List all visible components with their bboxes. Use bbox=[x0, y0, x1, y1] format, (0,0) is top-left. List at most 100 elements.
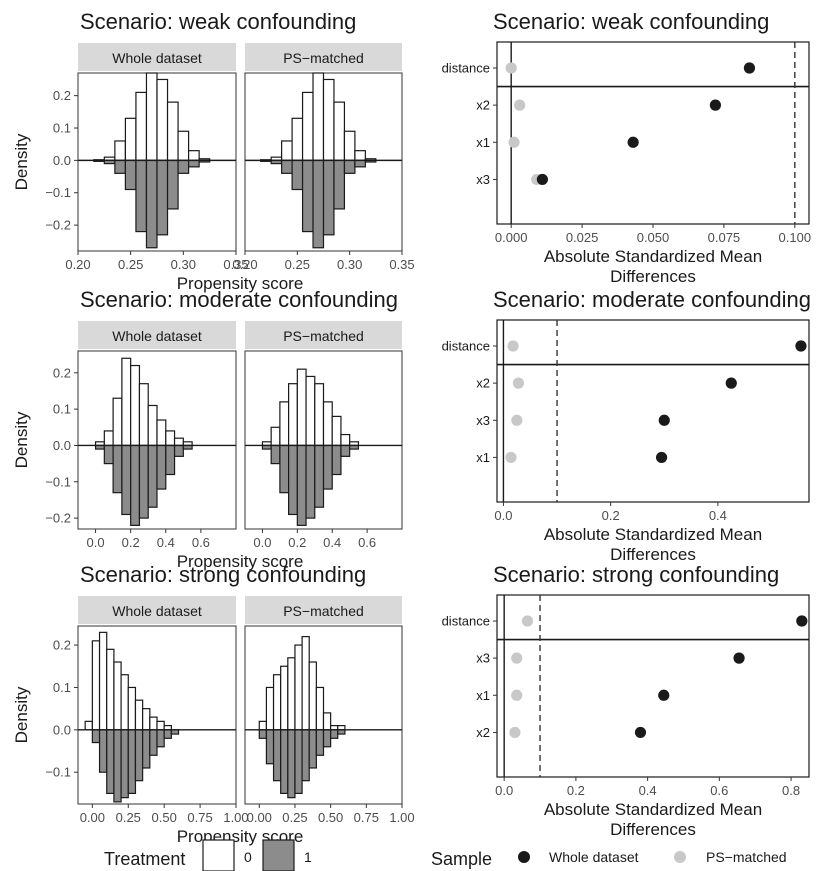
bar-treatment-1 bbox=[305, 444, 316, 519]
bar-treatment-1 bbox=[279, 444, 290, 494]
bar-treatment-0 bbox=[98, 631, 108, 731]
bar-treatment-1 bbox=[138, 444, 149, 519]
chart-5: Scenario: strong confounding Whole datase… bbox=[12, 562, 415, 846]
bar-treatment-1 bbox=[340, 444, 351, 457]
bar-treatment-0 bbox=[270, 426, 281, 447]
chart-6: Scenario: strong confounding distance x3 x1… bbox=[442, 562, 810, 839]
bar-treatment-0 bbox=[156, 720, 165, 731]
bar-treatment-1 bbox=[91, 729, 101, 744]
point-whole-dataset bbox=[655, 451, 668, 464]
x-tick-label: 0.20 bbox=[65, 257, 90, 272]
bar-treatment-1 bbox=[270, 444, 281, 465]
bar-treatment-0 bbox=[84, 720, 93, 731]
bar-treatment-0 bbox=[106, 648, 115, 731]
y-tick-label: distance bbox=[442, 614, 490, 629]
bar-treatment-0 bbox=[114, 140, 127, 161]
bar-treatment-0 bbox=[188, 150, 200, 161]
facet-strip bbox=[245, 43, 402, 71]
bar-treatment-1 bbox=[308, 729, 317, 769]
bar-treatment-1 bbox=[135, 159, 148, 233]
y-tick-label: −0.1 bbox=[45, 474, 71, 489]
y-tick-label: 0.1 bbox=[53, 402, 71, 417]
x-tick-label: 0.4 bbox=[157, 535, 175, 550]
treatment-0-swatch bbox=[202, 839, 235, 871]
bar-treatment-0 bbox=[301, 91, 314, 161]
x-tick-label: 0.6 bbox=[710, 783, 728, 798]
y-tick-label: 0.2 bbox=[53, 88, 71, 103]
bar-treatment-1 bbox=[291, 159, 304, 191]
bar-treatment-0 bbox=[173, 437, 184, 447]
y-tick-label: 0.2 bbox=[53, 365, 71, 380]
x-tick-label: 0.75 bbox=[354, 810, 379, 825]
bar-treatment-0 bbox=[354, 150, 366, 161]
bar-treatment-1 bbox=[130, 444, 141, 526]
bar-treatment-0 bbox=[138, 383, 149, 447]
bar-treatment-1 bbox=[145, 159, 158, 249]
bar-treatment-0 bbox=[258, 720, 268, 731]
x-axis-label: Absolute Standardized Mean bbox=[544, 247, 762, 266]
x-tick-label: 0.25 bbox=[118, 257, 143, 272]
bar-treatment-0 bbox=[322, 712, 332, 731]
y-axis-label: Density bbox=[12, 411, 31, 468]
bar-treatment-0 bbox=[272, 674, 282, 731]
point-whole-dataset bbox=[634, 726, 647, 739]
bar-treatment-1 bbox=[134, 729, 144, 782]
bar-treatment-0 bbox=[112, 397, 123, 447]
point-whole-dataset bbox=[795, 340, 807, 352]
whole-dataset-key bbox=[518, 851, 530, 863]
x-tick-label: 0.00 bbox=[247, 810, 272, 825]
facet-label: Whole dataset bbox=[112, 328, 202, 344]
y-tick-label: −0.2 bbox=[45, 218, 71, 233]
x-tick-label: 0.2 bbox=[288, 535, 306, 550]
point-ps-matched bbox=[521, 615, 534, 627]
x-tick-label: 0.050 bbox=[637, 230, 670, 245]
point-ps-matched bbox=[511, 652, 523, 664]
bar-treatment-0 bbox=[142, 708, 151, 731]
bar-treatment-1 bbox=[114, 159, 127, 174]
x-tick-label: 0.025 bbox=[566, 230, 599, 245]
point-ps-matched bbox=[514, 99, 526, 111]
bar-treatment-1 bbox=[173, 444, 184, 457]
sample-legend: Sample Whole dataset PS−matched bbox=[431, 849, 787, 869]
point-whole-dataset bbox=[658, 689, 670, 701]
bar-treatment-0 bbox=[315, 686, 325, 731]
facet-label: PS−matched bbox=[283, 603, 364, 619]
bar-treatment-0 bbox=[165, 430, 176, 447]
bar-treatment-0 bbox=[281, 140, 293, 161]
bar-treatment-0 bbox=[340, 433, 351, 447]
x-tick-label: 0.6 bbox=[358, 535, 376, 550]
chart-title: Scenario: strong confounding bbox=[80, 562, 366, 587]
bar-treatment-1 bbox=[287, 729, 296, 799]
point-ps-matched bbox=[511, 689, 523, 701]
y-tick-label: 0.0 bbox=[53, 438, 71, 453]
sample-legend-title: Sample bbox=[431, 849, 492, 869]
bar-treatment-1 bbox=[163, 729, 172, 739]
facet-label: Whole dataset bbox=[112, 603, 202, 619]
treatment-legend-title: Treatment bbox=[104, 849, 185, 869]
bar-treatment-0 bbox=[134, 699, 144, 731]
x-tick-label: 0.2 bbox=[602, 508, 620, 523]
point-ps-matched bbox=[512, 377, 525, 389]
bar-treatment-1 bbox=[354, 159, 366, 168]
x-axis-label: Differences bbox=[610, 820, 696, 839]
x-tick-label: 0.00 bbox=[80, 810, 105, 825]
x-tick-label: 0.25 bbox=[285, 257, 310, 272]
y-tick-label: 0.2 bbox=[53, 638, 71, 653]
bar-treatment-0 bbox=[91, 640, 101, 731]
bar-treatment-1 bbox=[177, 159, 190, 174]
facet-label: PS−matched bbox=[283, 50, 364, 66]
bar-treatment-1 bbox=[165, 444, 176, 476]
y-tick-label: 0.0 bbox=[53, 153, 71, 168]
bar-treatment-0 bbox=[124, 117, 137, 161]
bar-treatment-1 bbox=[124, 159, 137, 191]
bar-treatment-0 bbox=[280, 665, 289, 731]
y-tick-label: distance bbox=[442, 61, 490, 76]
y-axis-label: Density bbox=[12, 133, 31, 190]
facet-strip bbox=[245, 596, 402, 624]
point-whole-dataset bbox=[733, 652, 745, 664]
x-tick-label: 0.0 bbox=[495, 783, 513, 798]
y-tick-label: x2 bbox=[476, 725, 490, 740]
facet-strip bbox=[78, 43, 236, 71]
x-tick-label: 0.30 bbox=[171, 257, 196, 272]
